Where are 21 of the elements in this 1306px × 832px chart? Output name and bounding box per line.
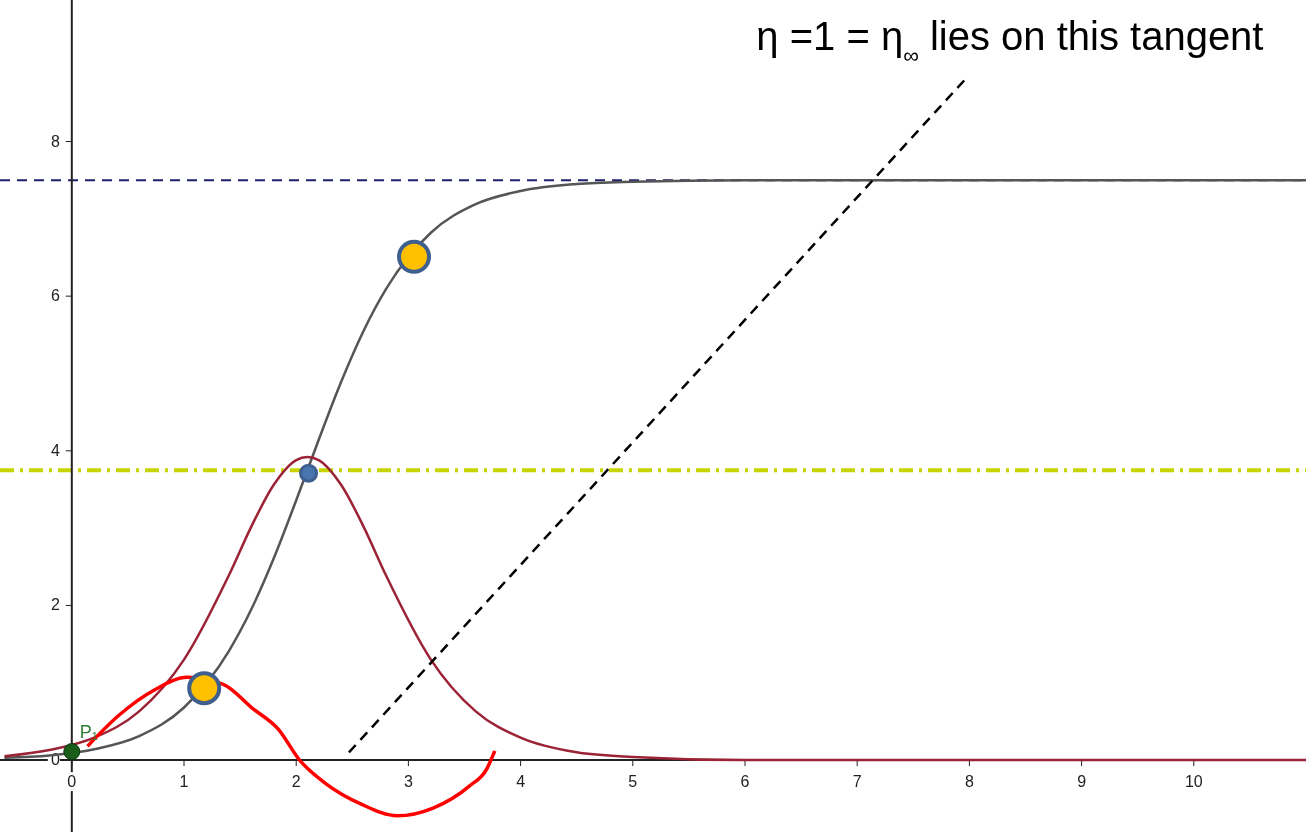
x-tick-label: 1: [179, 773, 189, 791]
point: [63, 743, 81, 761]
x-tick-label: 3: [403, 773, 413, 791]
x-tick-label: 4: [516, 773, 526, 791]
y-tick-label: 2: [50, 596, 60, 614]
x-tick-label: 8: [964, 773, 974, 791]
annotation: P₁: [79, 721, 98, 742]
point: [397, 239, 432, 274]
annotation: η =1 = η$_{∞}$ lies on this tangent: [756, 13, 1264, 68]
point: [299, 463, 319, 483]
point: [187, 671, 222, 706]
x-tick-label: 5: [628, 773, 638, 791]
x-tick-label: 6: [740, 773, 750, 791]
x-tick-label: 9: [1077, 773, 1087, 791]
y-tick-label: 4: [50, 441, 60, 459]
x-tick-label: 2: [291, 773, 301, 791]
y-tick-label: 8: [50, 132, 60, 150]
x-tick-label: 7: [852, 773, 862, 791]
x-tick-label: 10: [1184, 773, 1203, 791]
x-tick-label: 0: [67, 773, 77, 791]
y-tick-label: 6: [50, 287, 60, 305]
